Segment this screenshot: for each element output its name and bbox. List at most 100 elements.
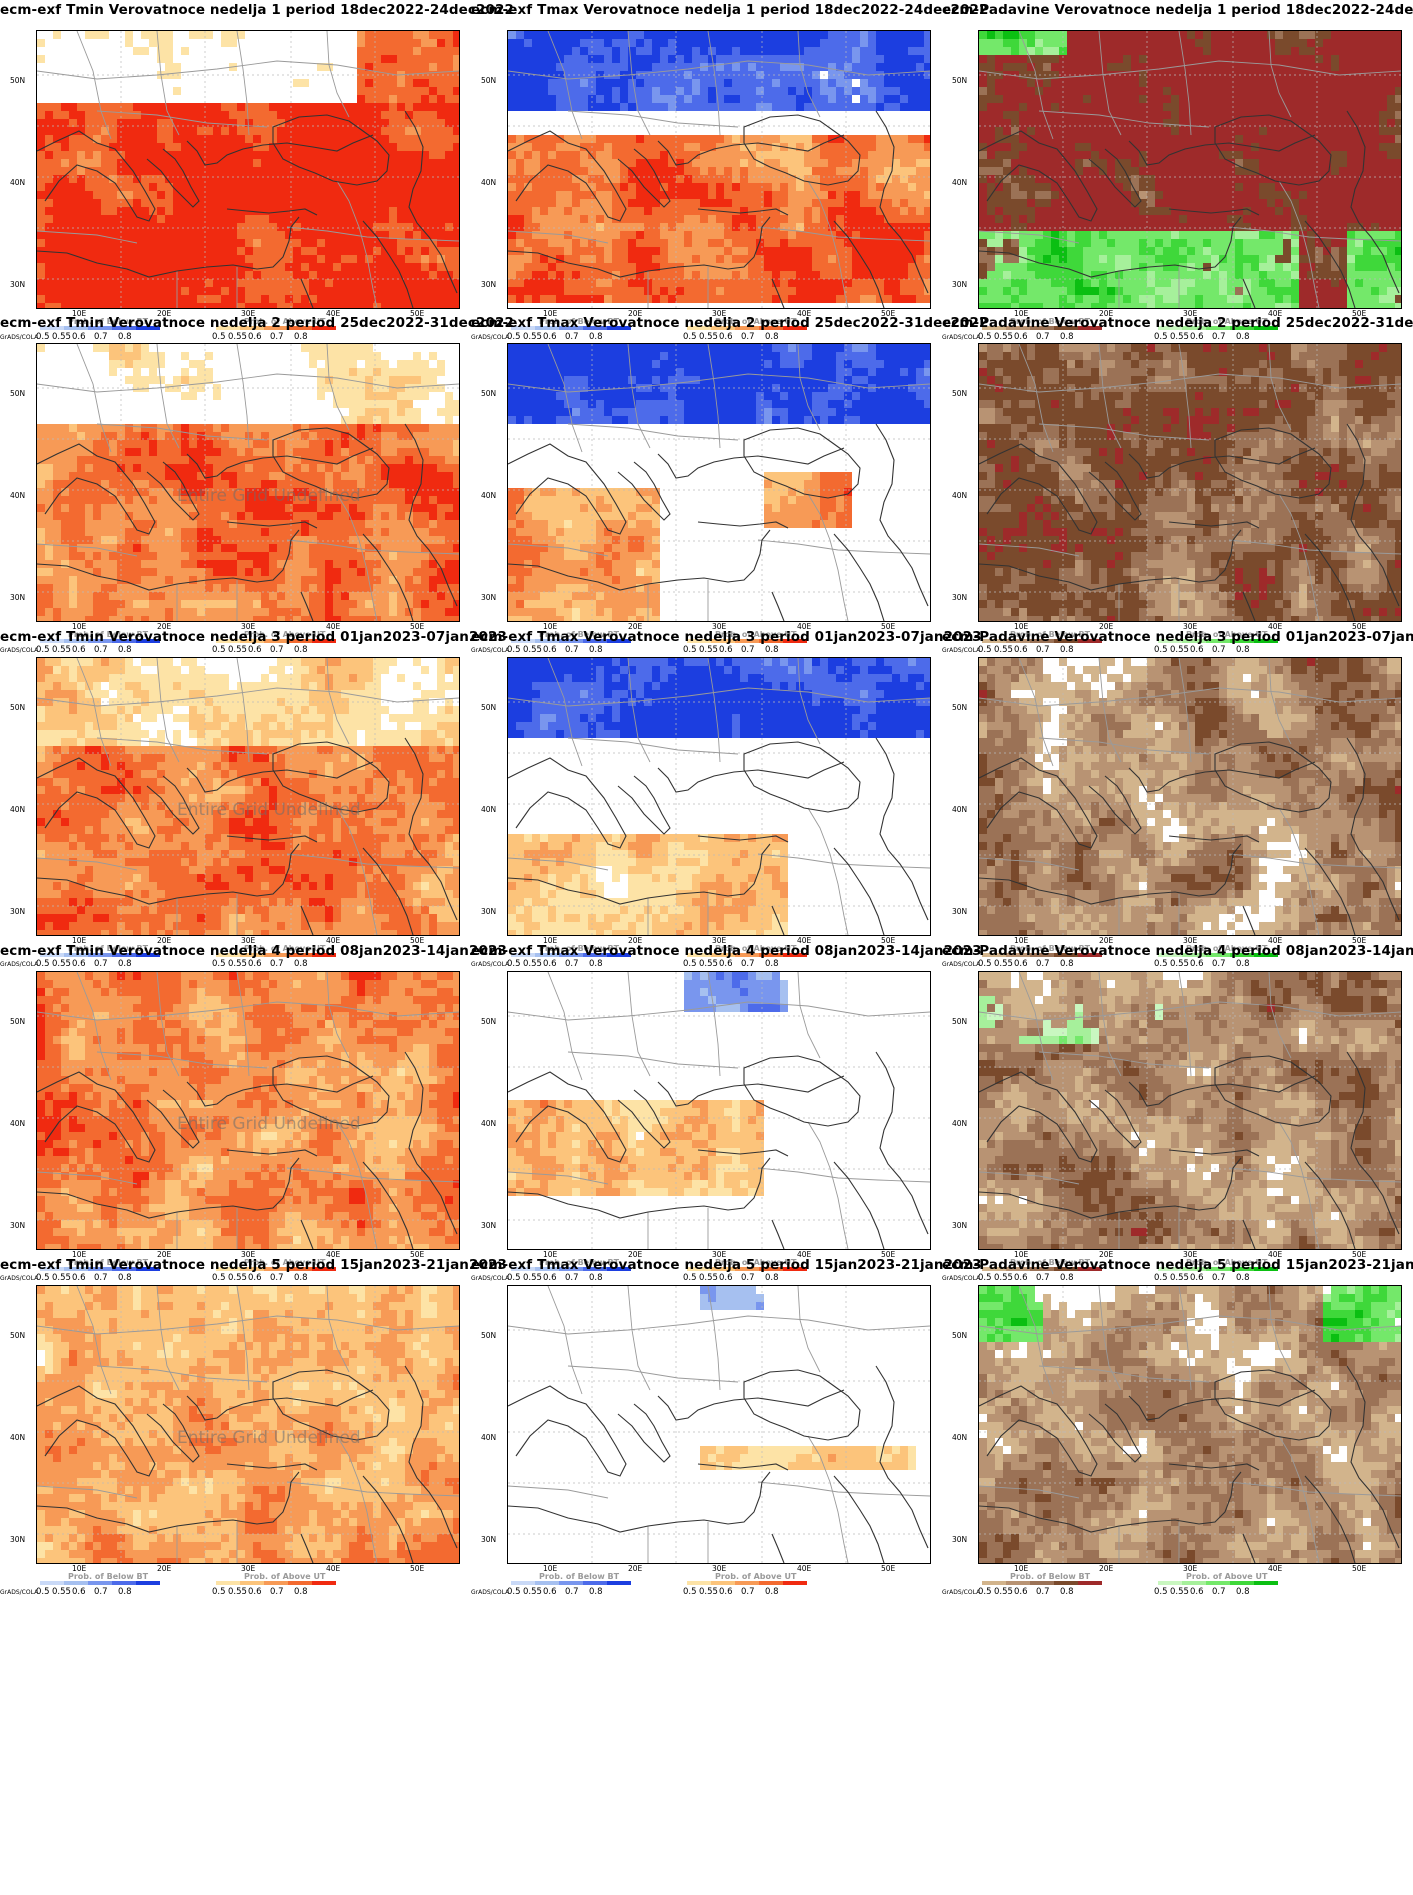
probability-cell <box>381 111 389 119</box>
probability-cell <box>636 151 644 159</box>
probability-cell <box>1051 79 1059 87</box>
probability-cell <box>979 71 987 79</box>
coastline <box>37 130 156 222</box>
probability-cell <box>1171 207 1179 215</box>
probability-cell <box>429 79 437 87</box>
probability-cell <box>756 287 764 295</box>
probability-cell <box>365 135 373 143</box>
probability-cell <box>261 119 269 127</box>
probability-cell <box>1227 191 1235 199</box>
probability-cell <box>37 295 45 303</box>
probability-cell <box>165 143 173 151</box>
probability-cell <box>197 151 205 159</box>
probability-cell <box>1043 47 1051 55</box>
probability-cell <box>269 295 277 303</box>
probability-cell <box>445 47 453 55</box>
probability-cell <box>572 31 580 39</box>
probability-cell <box>588 151 596 159</box>
probability-cell <box>405 239 413 247</box>
probability-cell <box>429 247 437 255</box>
probability-cell <box>181 247 189 255</box>
probability-cell <box>572 143 580 151</box>
probability-cell <box>1339 127 1347 135</box>
probability-cell <box>1235 207 1243 215</box>
probability-cell <box>1291 215 1299 223</box>
probability-cell <box>1011 183 1019 191</box>
probability-cell <box>189 159 197 167</box>
probability-cell <box>253 135 261 143</box>
probability-cell <box>189 223 197 231</box>
probability-cell <box>1363 239 1371 247</box>
probability-cell <box>780 223 788 231</box>
probability-cell <box>772 47 780 55</box>
probability-cell <box>141 103 149 111</box>
probability-cell <box>708 143 716 151</box>
probability-cell <box>1035 31 1043 39</box>
probability-cell <box>995 183 1003 191</box>
probability-cell <box>1299 167 1307 175</box>
probability-cell <box>540 239 548 247</box>
probability-cell <box>1083 47 1091 55</box>
probability-cell <box>1243 215 1251 223</box>
probability-cell <box>748 167 756 175</box>
probability-cell <box>660 199 668 207</box>
probability-cell <box>1363 47 1371 55</box>
probability-cell <box>860 263 868 271</box>
probability-cell <box>253 159 261 167</box>
probability-cell <box>85 279 93 287</box>
probability-cell <box>437 39 445 47</box>
probability-cell <box>309 103 317 111</box>
probability-cell <box>1387 103 1395 111</box>
probability-cell <box>333 207 341 215</box>
probability-cell <box>556 223 564 231</box>
probability-cell <box>429 111 437 119</box>
probability-cell <box>884 295 892 303</box>
probability-cell <box>596 223 604 231</box>
probability-cell <box>277 119 285 127</box>
probability-cell <box>405 183 413 191</box>
probability-cell <box>524 39 532 47</box>
probability-cell <box>1195 167 1203 175</box>
probability-cell <box>979 279 987 287</box>
probability-cell <box>381 263 389 271</box>
probability-cell <box>828 271 836 279</box>
probability-cell <box>77 263 85 271</box>
probability-cell <box>1027 191 1035 199</box>
probability-cell <box>1355 247 1363 255</box>
probability-cell <box>924 167 930 175</box>
map-frame <box>36 30 460 309</box>
probability-cell <box>1179 127 1187 135</box>
probability-cell <box>405 223 413 231</box>
probability-cell <box>1347 95 1355 103</box>
probability-cell <box>125 135 133 143</box>
probability-cell <box>1227 239 1235 247</box>
probability-cell <box>1171 199 1179 207</box>
probability-cell <box>157 47 165 55</box>
probability-cell <box>700 159 708 167</box>
probability-cell <box>620 239 628 247</box>
probability-cell <box>205 135 213 143</box>
probability-cell <box>908 31 916 39</box>
probability-cell <box>381 167 389 175</box>
probability-cell <box>740 159 748 167</box>
probability-cell <box>149 103 157 111</box>
probability-cell <box>995 167 1003 175</box>
probability-cell <box>588 175 596 183</box>
probability-cell <box>572 271 580 279</box>
probability-cell <box>93 111 101 119</box>
probability-cell <box>1171 31 1179 39</box>
probability-cell <box>1387 207 1395 215</box>
probability-cell <box>1291 159 1299 167</box>
country-border <box>96 110 268 128</box>
probability-cell <box>1251 87 1259 95</box>
probability-cell <box>1299 103 1307 111</box>
probability-cell <box>1395 247 1401 255</box>
probability-cell <box>1011 87 1019 95</box>
probability-cell <box>85 183 93 191</box>
probability-cell <box>1227 231 1235 239</box>
probability-cell <box>516 215 524 223</box>
probability-cell <box>1051 167 1059 175</box>
probability-cell <box>716 215 724 223</box>
probability-cell <box>708 31 716 39</box>
probability-cell <box>1395 167 1401 175</box>
